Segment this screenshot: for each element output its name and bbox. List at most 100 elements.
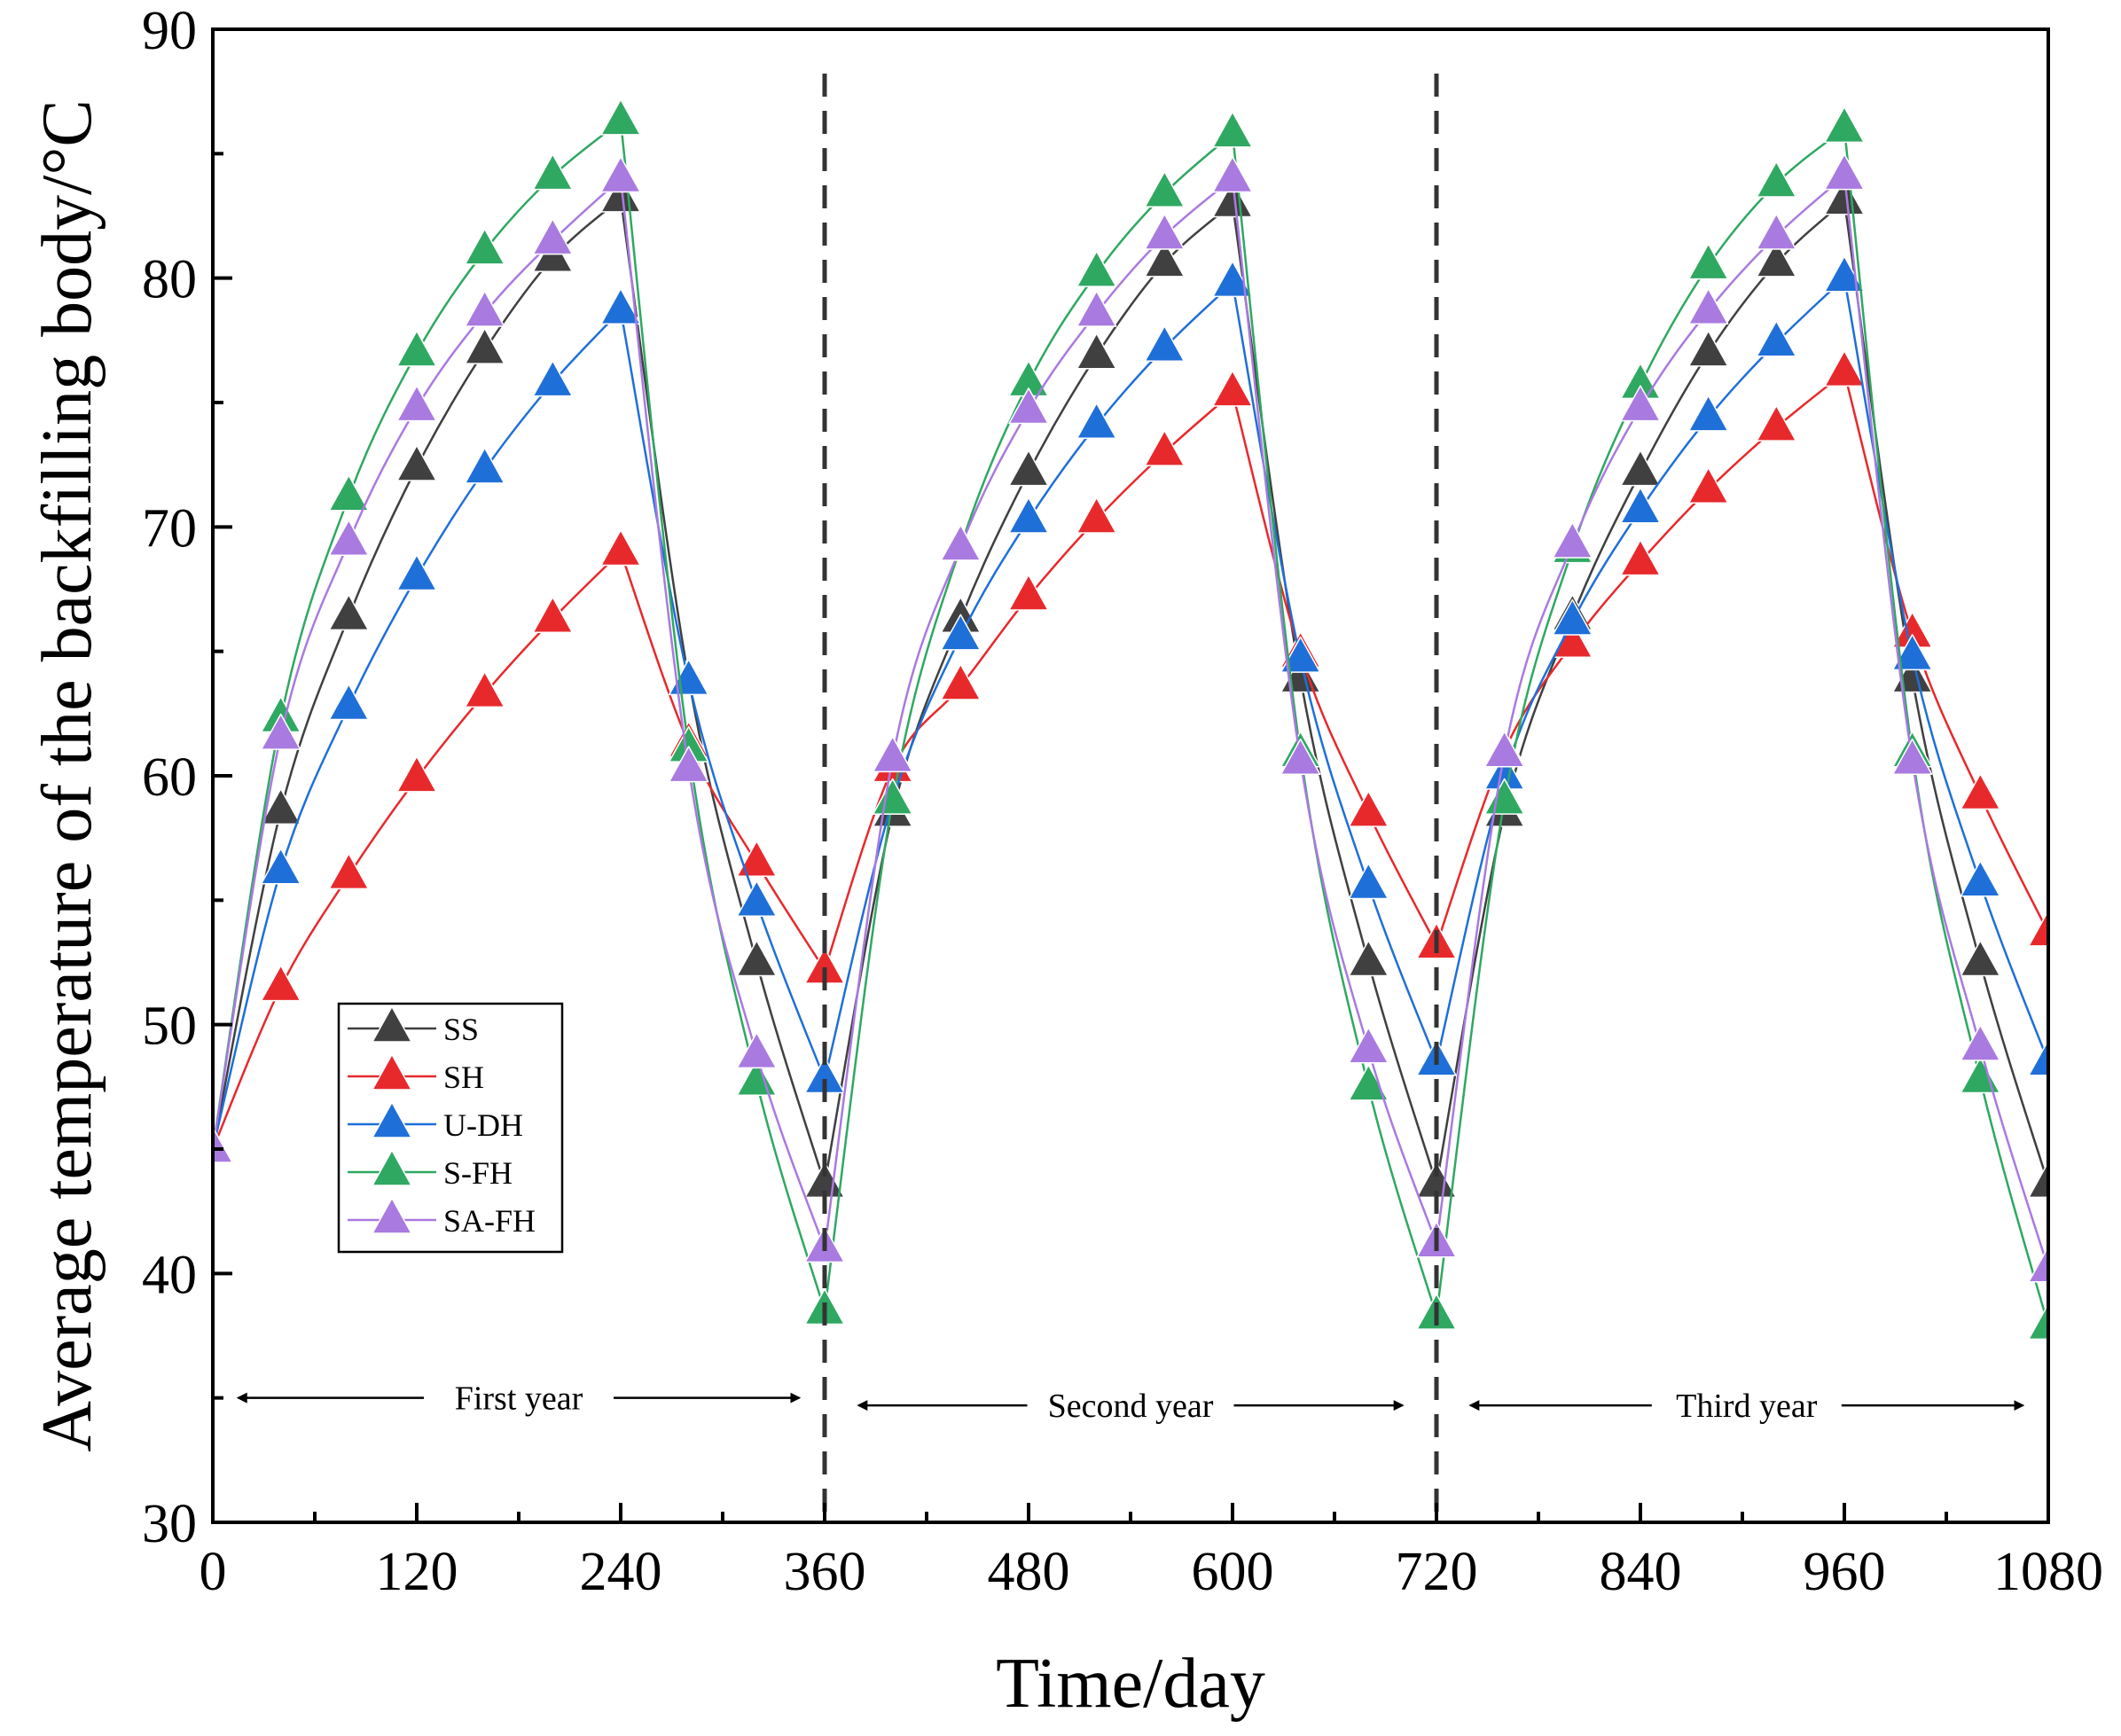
series-line-ss <box>1231 203 1438 1185</box>
data-point-sa-fh <box>1891 738 1933 775</box>
data-point-ss <box>600 176 641 213</box>
data-point-s-fh <box>2028 1302 2048 1341</box>
data-point-u-dh <box>736 880 778 917</box>
series-line-u-dh <box>619 309 826 1080</box>
data-point-u-dh <box>328 684 370 721</box>
x-tick-label: 360 <box>784 1542 866 1602</box>
series-line-s-fh <box>1843 129 2048 1326</box>
data-point-ss <box>1824 178 1865 215</box>
data-point-s-fh <box>1824 106 1865 144</box>
data-point-sh <box>1687 466 1729 504</box>
y-axis-title: Average temperature of the backfilling b… <box>28 99 106 1452</box>
series-line-sh <box>1231 392 1438 946</box>
series-line-sh <box>1843 371 2048 934</box>
data-point-ss <box>1008 450 1049 487</box>
data-point-ss <box>1076 332 1117 370</box>
data-point-sh <box>532 596 574 633</box>
data-point-sa-fh <box>464 290 505 327</box>
x-tick-label: 960 <box>1804 1542 1886 1602</box>
data-point-u-dh <box>1076 402 1117 440</box>
data-point-sa-fh <box>1212 156 1253 193</box>
data-point-sa-fh <box>1008 387 1049 425</box>
data-point-u-dh <box>1212 260 1253 298</box>
data-point-sh <box>1212 370 1253 407</box>
data-point-ss <box>1212 181 1253 218</box>
x-axis-title: Time/day <box>996 1645 1265 1723</box>
data-point-u-dh <box>600 287 641 325</box>
legend-marker-ss <box>371 1005 413 1043</box>
series-sh <box>213 350 2048 1163</box>
data-point-ss <box>2028 1161 2048 1199</box>
data-point-u-dh <box>464 447 505 484</box>
data-point-sa-fh <box>213 1126 233 1163</box>
data-point-sa-fh <box>1280 738 1321 775</box>
data-point-ss <box>260 787 301 825</box>
data-point-u-dh <box>1620 487 1661 524</box>
x-tick-label: 720 <box>1396 1542 1478 1602</box>
data-point-sa-fh <box>872 736 913 773</box>
data-point-ss <box>1144 240 1186 278</box>
x-tick-label: 0 <box>200 1542 227 1602</box>
data-point-sa-fh <box>532 218 574 255</box>
annotation-label: Second year <box>1048 1388 1214 1425</box>
data-point-sa-fh <box>1076 290 1117 327</box>
data-point-sa-fh <box>328 519 370 556</box>
series-line-s-fh <box>213 120 622 1150</box>
y-tick-label: 40 <box>142 1245 197 1305</box>
data-point-s-fh <box>600 98 641 136</box>
x-tick-label: 600 <box>1192 1542 1274 1602</box>
annotation-label: First year <box>455 1380 583 1418</box>
data-point-sh <box>328 852 370 890</box>
data-point-sh <box>1076 497 1117 534</box>
data-point-s-fh <box>1076 250 1117 287</box>
legend-label-s-fh: S-FH <box>443 1155 513 1191</box>
legend-box <box>337 1002 564 1254</box>
legend-label-ss: SS <box>443 1012 479 1047</box>
data-point-sh <box>2028 910 2048 947</box>
legend-label-u-dh: U-DH <box>443 1107 523 1143</box>
data-point-ss <box>328 594 370 631</box>
series-line-s-fh <box>619 121 826 1311</box>
data-point-sa-fh <box>396 385 437 422</box>
data-point-u-dh <box>532 360 574 397</box>
data-point-sa-fh <box>1960 1024 2001 1061</box>
legend-item-ss: SS <box>348 1005 479 1047</box>
data-point-sh <box>260 965 301 1002</box>
data-point-sa-fh <box>736 1032 778 1069</box>
data-point-u-dh <box>1144 325 1186 363</box>
data-point-sh <box>736 840 778 878</box>
series-line-s-fh <box>1435 128 1845 1317</box>
data-point-s-fh <box>464 228 505 265</box>
data-point-sa-fh <box>1483 731 1525 768</box>
series-line-ss <box>213 197 622 1150</box>
data-point-sa-fh <box>2028 1246 2048 1283</box>
data-point-sh <box>1008 574 1049 611</box>
series-line-sa-fh <box>1843 176 2048 1270</box>
data-point-sh <box>1824 350 1865 387</box>
x-tick-label: 240 <box>580 1542 662 1602</box>
data-point-u-dh <box>1348 863 1389 900</box>
data-point-ss <box>1620 450 1661 487</box>
data-point-sh <box>464 671 505 708</box>
data-point-s-fh <box>396 330 437 367</box>
data-point-sa-fh <box>940 524 982 561</box>
data-point-ss <box>1756 240 1797 278</box>
data-point-u-dh <box>1008 497 1049 534</box>
data-point-s-fh <box>1756 160 1797 198</box>
annotation-label: Third year <box>1676 1388 1818 1425</box>
legend-marker-sh <box>371 1052 413 1091</box>
series-line-ss <box>823 202 1233 1185</box>
data-point-ss <box>736 940 778 977</box>
annotation-layer: First year Second year Third year <box>236 74 2025 1522</box>
series-line-sa-fh <box>1435 175 1845 1244</box>
data-point-sh <box>1960 773 2001 810</box>
series-line-sa-fh <box>213 177 622 1150</box>
series-line-ss <box>1435 199 1845 1185</box>
data-point-sa-fh <box>1756 213 1797 250</box>
plot-data-layer <box>213 98 2048 1341</box>
data-point-s-fh <box>532 153 574 191</box>
data-point-sa-fh <box>668 746 709 783</box>
data-point-sh <box>940 663 982 700</box>
data-point-ss <box>396 444 437 481</box>
